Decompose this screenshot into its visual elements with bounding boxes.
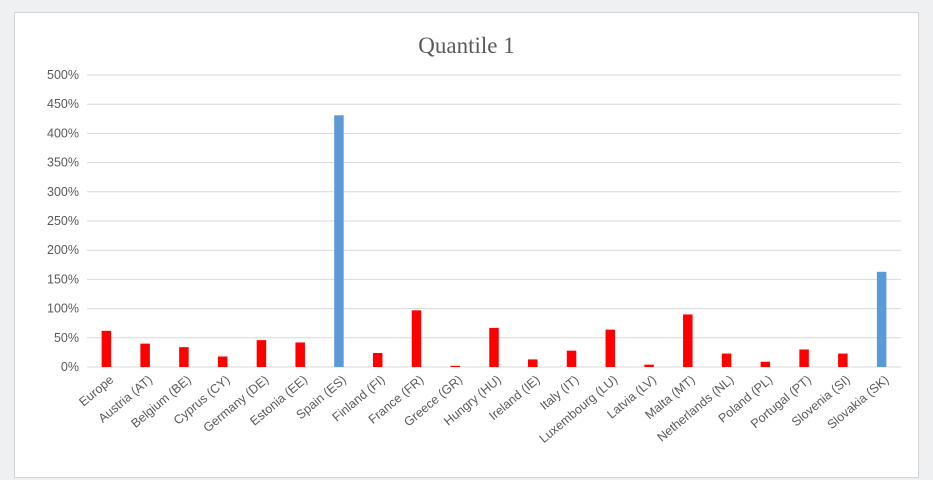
y-tick-label: 400% [47,126,79,140]
bar [799,349,809,367]
bar [838,353,848,367]
bar [760,361,771,367]
y-tick-label: 200% [47,243,79,257]
chart-title: Quantile 1 [418,33,515,58]
bar [605,329,616,367]
y-tick-label: 350% [47,156,79,170]
bar [683,314,693,367]
bar [644,364,654,367]
bar [101,330,112,367]
bar [140,343,150,367]
y-tick-label: 250% [47,214,79,228]
bar [489,327,499,367]
y-tick-label: 500% [47,68,79,82]
bar [566,350,577,367]
chart-frame: Quantile 1 0% 50% 100% 150% 200% 250% 300% 350%… [14,12,919,478]
y-tick-label: 450% [47,97,79,111]
y-tick-label: 50% [54,331,79,345]
bar-chart: 0% 50% 100% 150% 200% 250% 300% 350% 400% 450% 500… [47,68,901,446]
bar [295,342,305,367]
y-tick-label: 300% [47,185,79,199]
bar [179,347,189,367]
y-tick-label: 0% [61,360,79,374]
bar [721,353,732,367]
bar [217,356,228,367]
bar [450,365,460,367]
bar [411,310,422,367]
bar [334,115,344,368]
y-tick-label: 100% [47,302,79,316]
bar [528,359,538,367]
bar [256,340,267,367]
bar [876,271,887,367]
bar [372,352,383,367]
y-tick-label: 150% [47,272,79,286]
